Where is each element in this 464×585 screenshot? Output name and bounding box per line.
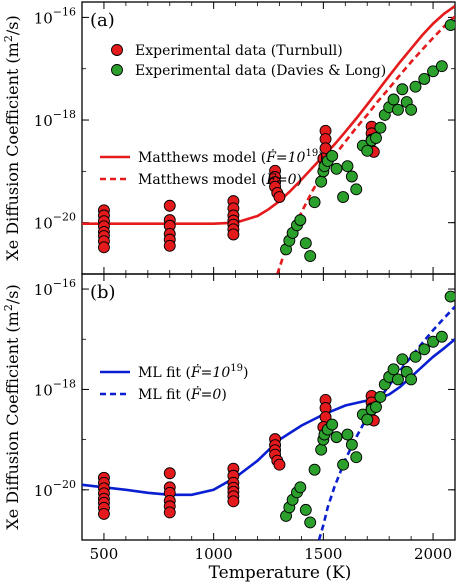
data-point bbox=[227, 228, 240, 241]
data-point bbox=[337, 458, 350, 471]
data-point bbox=[330, 162, 343, 175]
y-axis-labels: Xe Diffusion Coefficient (m2/s) Xe Diffus… bbox=[2, 15, 22, 529]
data-point bbox=[387, 93, 400, 106]
data-point bbox=[326, 150, 339, 162]
data-point bbox=[294, 214, 307, 227]
data-point bbox=[418, 343, 431, 356]
data-point bbox=[273, 458, 286, 471]
data-point bbox=[341, 428, 354, 441]
x-axis-label: Temperature (K) bbox=[209, 563, 352, 583]
data-point bbox=[387, 363, 400, 376]
x-tick-label: 1000 bbox=[195, 545, 233, 563]
data-point bbox=[97, 507, 110, 520]
data-point bbox=[350, 183, 363, 196]
data-point bbox=[326, 418, 339, 431]
data-point bbox=[374, 121, 387, 134]
data-point bbox=[444, 19, 455, 32]
data-point bbox=[294, 481, 307, 494]
legend: Experimental data (Turnbull) Experimental… bbox=[100, 43, 386, 188]
y-tick-label: 10−16 bbox=[34, 277, 76, 299]
data-point bbox=[374, 391, 387, 403]
data-point bbox=[392, 373, 404, 386]
data-point bbox=[427, 65, 440, 78]
data-point bbox=[273, 191, 286, 203]
panel-a: 10−20 10−18 10−16 (a) Experimental data (Tur… bbox=[34, 1, 456, 275]
data-point bbox=[299, 503, 312, 516]
plot-frame bbox=[81, 273, 456, 541]
data-point bbox=[392, 103, 404, 116]
y-tick-label: 10−16 bbox=[34, 5, 76, 27]
data-point bbox=[409, 350, 422, 363]
data-point bbox=[435, 60, 448, 73]
data-point bbox=[370, 132, 382, 144]
data-point bbox=[345, 438, 358, 451]
data-point bbox=[163, 199, 176, 212]
data-point bbox=[304, 516, 317, 529]
data-point bbox=[361, 144, 374, 157]
y-tick-label: 10−20 bbox=[34, 478, 76, 500]
y-axis-label: Xe Diffusion Coefficient (m2/s) bbox=[2, 284, 22, 529]
data-point bbox=[304, 250, 317, 262]
x-tick-label: 1500 bbox=[304, 545, 342, 563]
data-point bbox=[163, 239, 176, 252]
y-tick-label: 10−18 bbox=[34, 377, 76, 399]
data-point bbox=[315, 175, 328, 188]
x-tick-label: 500 bbox=[90, 545, 119, 563]
x-tick-label: 2000 bbox=[414, 545, 452, 563]
legend-label: Experimental data (Turnbull) bbox=[135, 43, 343, 59]
y-tick-label: 10−20 bbox=[34, 211, 76, 233]
legend: ML fit (Ḟ=1019) ML fit (Ḟ=0) bbox=[100, 363, 248, 403]
legend-label: ML fit (Ḟ=0) bbox=[138, 385, 227, 403]
data-point bbox=[396, 83, 409, 96]
legend-label: Matthews model (Ḟ=1019) bbox=[138, 148, 324, 166]
data-point bbox=[163, 506, 176, 519]
legend-label: Matthews model (Ḟ=0) bbox=[138, 170, 302, 188]
data-point bbox=[97, 241, 110, 254]
panel-label: (a) bbox=[90, 10, 115, 31]
data-point bbox=[435, 330, 448, 343]
data-point bbox=[409, 80, 422, 93]
panel-b: 500 1000 1500 2000 10−20 10−18 10−16 (b) ML fit … bbox=[34, 273, 456, 563]
data-point bbox=[308, 196, 321, 209]
y-axis-label: Xe Diffusion Coefficient (m2/s) bbox=[2, 15, 22, 260]
data-point bbox=[427, 335, 440, 348]
data-point bbox=[361, 413, 374, 426]
data-point bbox=[308, 463, 321, 476]
data-point bbox=[337, 191, 350, 203]
legend-marker bbox=[111, 44, 123, 56]
data-point bbox=[396, 353, 409, 366]
data-point bbox=[405, 373, 418, 386]
legend-marker bbox=[111, 64, 123, 76]
data-point bbox=[444, 290, 455, 303]
data-point bbox=[370, 401, 382, 413]
data-point bbox=[405, 103, 418, 116]
data-point bbox=[163, 467, 176, 480]
legend-label: ML fit (Ḟ=1019) bbox=[138, 363, 248, 381]
data-point bbox=[341, 160, 354, 173]
y-tick-label: 10−18 bbox=[34, 108, 76, 130]
data-point bbox=[315, 443, 328, 456]
data-point bbox=[299, 237, 312, 250]
data-point bbox=[345, 170, 358, 183]
panel-label: (b) bbox=[90, 282, 116, 303]
legend-label: Experimental data (Davies & Long) bbox=[135, 63, 386, 79]
series-line-2 bbox=[82, 338, 455, 497]
data-point bbox=[227, 495, 240, 508]
data-point bbox=[418, 73, 431, 85]
data-point bbox=[350, 451, 363, 464]
data-point bbox=[330, 431, 343, 444]
